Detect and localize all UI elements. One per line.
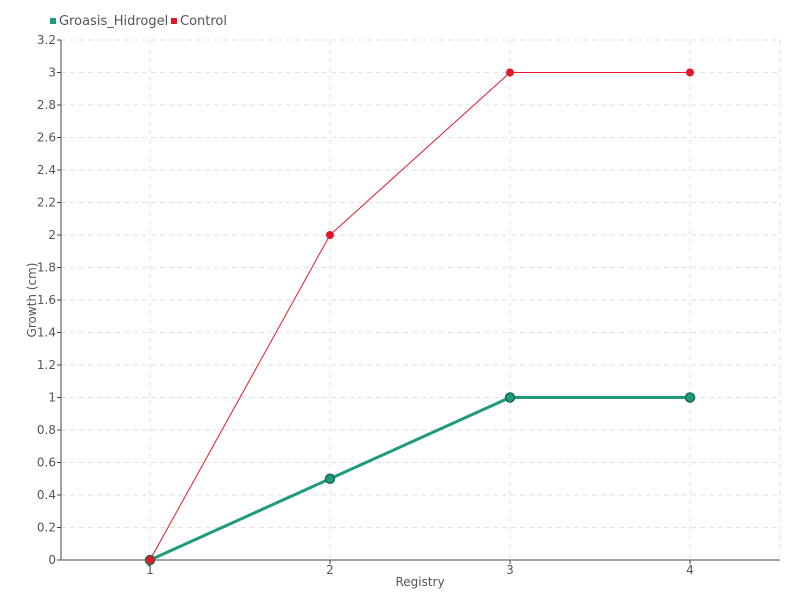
y-tick-label: 2.8 — [37, 98, 56, 112]
y-tick-label: 2.6 — [37, 131, 56, 145]
series-line-groasis-hidrogel — [149, 396, 690, 562]
y-tick-label: 0.2 — [37, 521, 56, 535]
data-point-control — [326, 231, 334, 239]
y-tick-label: 3.2 — [37, 33, 56, 47]
y-tick-label: 0 — [48, 553, 56, 567]
data-point-groasis-hidrogel — [684, 392, 696, 403]
data-point-control — [146, 556, 154, 564]
data-point-groasis-hidrogel — [504, 392, 516, 403]
y-tick-label: 2.4 — [37, 163, 56, 177]
x-tick-label: 4 — [686, 563, 694, 577]
y-tick-label: 1 — [48, 391, 56, 405]
legend-swatch-groasis-hidrogel — [50, 18, 56, 24]
legend: Groasis_Hidrogel Control — [50, 14, 227, 29]
x-tick-label: 1 — [146, 563, 154, 577]
y-tick-label: 1.8 — [37, 261, 56, 275]
data-point-control — [686, 68, 694, 77]
legend-swatch-control — [171, 18, 177, 24]
legend-label-groasis-hidrogel: Groasis_Hidrogel — [59, 14, 168, 29]
y-tick-label: 2.2 — [37, 196, 56, 210]
y-axis-title: Growth (cm) — [25, 263, 39, 338]
grid — [61, 39, 781, 560]
data-point-groasis-hidrogel — [324, 473, 336, 484]
x-tick-label: 2 — [326, 563, 334, 577]
x-axis-title: Registry — [395, 575, 444, 589]
y-tick-label: 3 — [48, 66, 56, 80]
y-tick-label: 0.8 — [37, 423, 56, 437]
y-tick-label: 0.4 — [37, 488, 56, 502]
y-tick-label: 1.6 — [37, 293, 56, 307]
y-tick-label: 0.6 — [37, 456, 56, 470]
y-tick-label: 2 — [48, 228, 56, 242]
x-tick-label: 3 — [506, 563, 514, 577]
tick-labels: 0 0.2 0.4 0.6 0.8 1 1.2 1.4 1.6 1.8 2 2.2 2.4 2.6 2.8 3… — [37, 33, 694, 577]
y-tick-label: 1.4 — [37, 326, 56, 340]
y-tick-label: 1.2 — [37, 358, 56, 372]
series-control — [146, 68, 694, 564]
series — [144, 68, 696, 566]
axes — [57, 39, 780, 564]
data-point-control — [506, 68, 514, 77]
legend-label-control: Control — [180, 14, 227, 29]
series-line-control — [149, 72, 690, 561]
